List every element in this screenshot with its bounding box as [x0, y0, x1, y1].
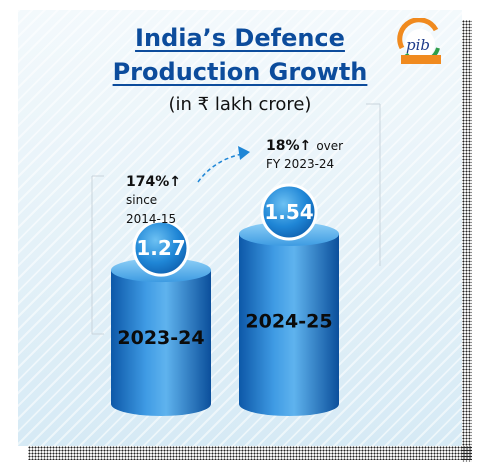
annotation-left-line2: 2014-15 [126, 211, 177, 226]
value-label: 1.54 [264, 200, 313, 224]
value-label: 1.27 [136, 236, 185, 260]
bar-2023-24 [111, 270, 211, 416]
value-bubble [132, 219, 190, 277]
value-bubble [260, 183, 318, 241]
pib-logo: pib [396, 17, 444, 70]
growth-arrow-line [197, 153, 243, 183]
title-line-1: India’s Defence [135, 24, 345, 52]
annotation-right-line2: FY 2023-24 [266, 157, 335, 172]
card-shadow-right [462, 20, 472, 462]
title-line-2: Production Growth [112, 58, 368, 86]
annotation-left-line1: since [126, 193, 158, 208]
up-arrow-icon: ↑ [169, 174, 181, 190]
up-arrow-icon: ↑ [299, 138, 312, 154]
category-label: 2024-25 [245, 311, 332, 333]
pib-logo-band [401, 55, 441, 64]
card-shadow-bottom [28, 446, 472, 460]
growth-arrow-head [238, 146, 250, 160]
bar-2024-25 [239, 234, 339, 416]
pib-logo-text: pib [405, 36, 430, 54]
annotation-left-pct: 174% [126, 174, 170, 190]
bar-chart: 2023-24 1.27 2024-25 1.54 [91, 103, 381, 416]
category-label: 2023-24 [117, 327, 204, 349]
annotation-right: 18%↑ over FY 2023-24 [266, 136, 343, 173]
annotation-left: 174%↑ since 2014-15 [126, 172, 181, 227]
annotation-right-word: over [316, 139, 344, 153]
annotation-right-pct: 18% [266, 138, 300, 154]
infographic-card: India’s Defence Production Growth (in ₹ … [18, 10, 462, 446]
unit-label: (in ₹ lakh crore) [168, 94, 312, 115]
